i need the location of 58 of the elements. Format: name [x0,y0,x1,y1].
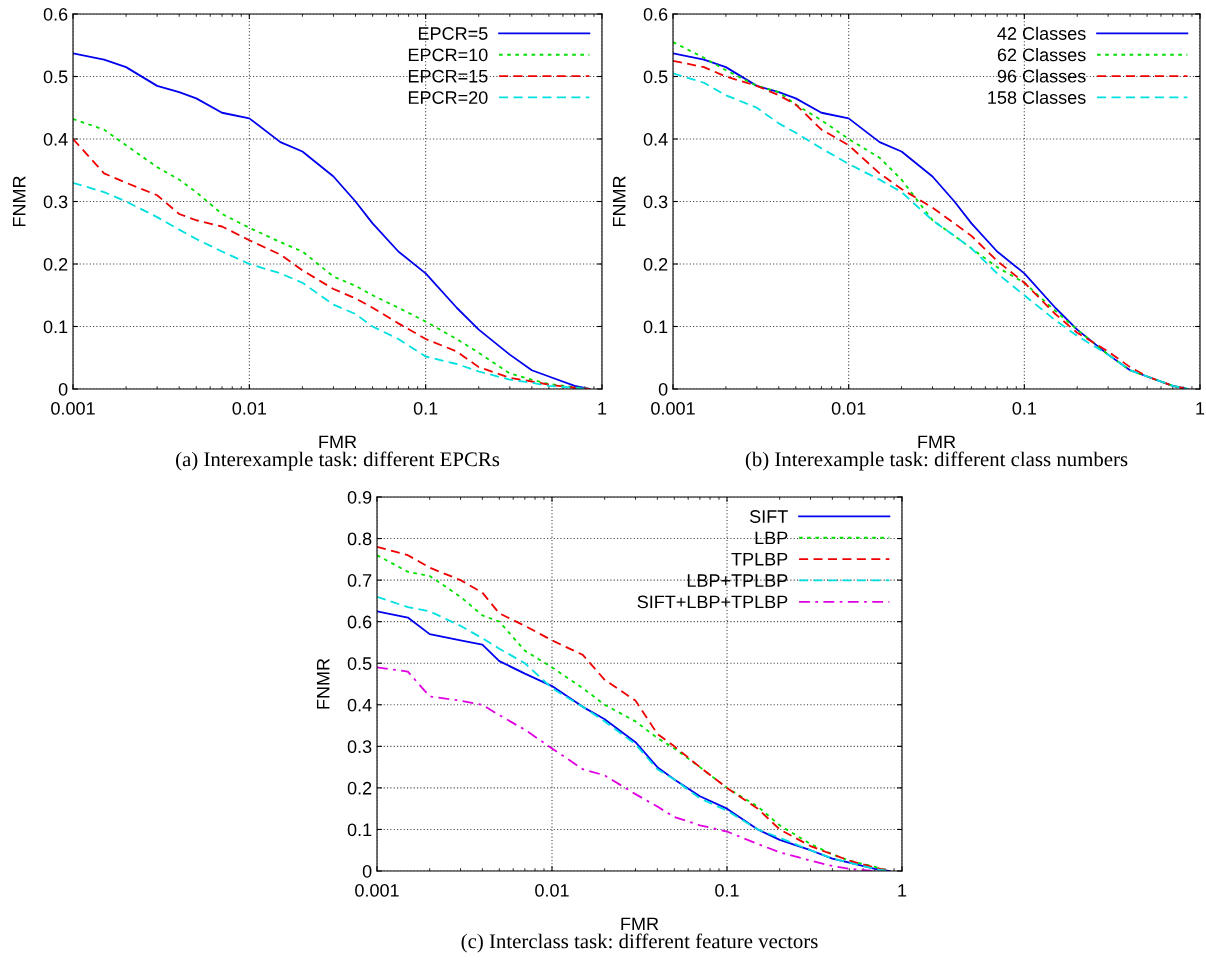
legend-label: LBP [755,531,788,545]
y-tick-label: 0.2 [347,781,372,795]
y-tick-label: 0.1 [43,320,68,334]
y-tick-label: 0.7 [347,574,372,587]
legend-label: SIFT [749,510,788,523]
y-tick-label: 0.1 [347,823,372,837]
y-tick-label: 0.5 [643,70,668,84]
y-axis-title: FNMR [612,176,626,227]
y-tick-label: 0.2 [643,257,668,271]
y-tick-label: 0.6 [43,7,68,21]
legend-label: 62 Classes [997,47,1086,62]
x-axis-title: FMR [319,435,357,449]
x-tick-label: 0.001 [651,401,695,415]
legend-label: 42 Classes [997,26,1086,40]
y-tick-label: 0.5 [347,657,372,670]
legend-label: EPCR=15 [408,69,488,83]
x-tick-label: 0.1 [715,883,739,897]
legend-label: LBP+TPLBP [687,574,788,587]
y-tick-label: 0.9 [347,490,372,504]
x-tick-label: 0.01 [535,883,569,897]
y-tick-label: 0.6 [347,615,372,629]
y-tick-label: 0.2 [43,257,68,271]
y-tick-label: 0.4 [43,132,68,146]
legend-label: EPCR=20 [408,91,488,104]
y-tick-label: 0 [658,382,668,396]
y-tick-label: 0.1 [643,320,668,334]
x-tick-label: 0.01 [232,401,267,415]
x-axis-title: FMR [918,435,956,449]
x-tick-label: 0.001 [355,883,399,897]
x-tick-label: 0.1 [1012,401,1036,415]
x-tick-label: 0.01 [831,401,866,415]
x-tick-label: 1 [1196,402,1205,415]
legend-label: EPCR=5 [418,27,488,40]
y-tick-label: 0.5 [43,70,68,84]
legend-label: TPLBP [731,552,788,566]
x-tick-label: 0.1 [413,401,438,415]
legend-label: 158 Classes [988,90,1086,104]
y-tick-label: 0.4 [347,698,372,712]
y-tick-label: 0 [58,382,68,396]
x-tick-label: 0.001 [51,401,95,415]
legend-label: SIFT+LBP+TPLBP [637,595,788,609]
x-tick-label: 1 [598,402,607,415]
y-axis-title: FNMR [12,176,26,227]
y-tick-label: 0 [362,864,372,878]
text: (b) Interexample task: different class numbers [745,451,1128,471]
y-tick-label: 0.3 [43,195,68,209]
y-tick-label: 0.4 [643,132,668,146]
y-tick-label: 0.6 [643,7,668,21]
y-tick-label: 0.3 [643,195,668,209]
x-tick-label: 1 [898,884,907,897]
legend-label: 96 Classes [997,69,1086,83]
y-tick-label: 0.8 [347,532,372,546]
legend-label: EPCR=10 [408,48,488,62]
y-tick-label: 0.3 [347,740,372,754]
text: (a) Interexample task: different EPCRs [176,451,500,471]
y-axis-title: FNMR [316,658,330,709]
x-axis-title: FMR [621,917,659,931]
text: (c) Interclass task: different feature vectors [461,933,818,953]
